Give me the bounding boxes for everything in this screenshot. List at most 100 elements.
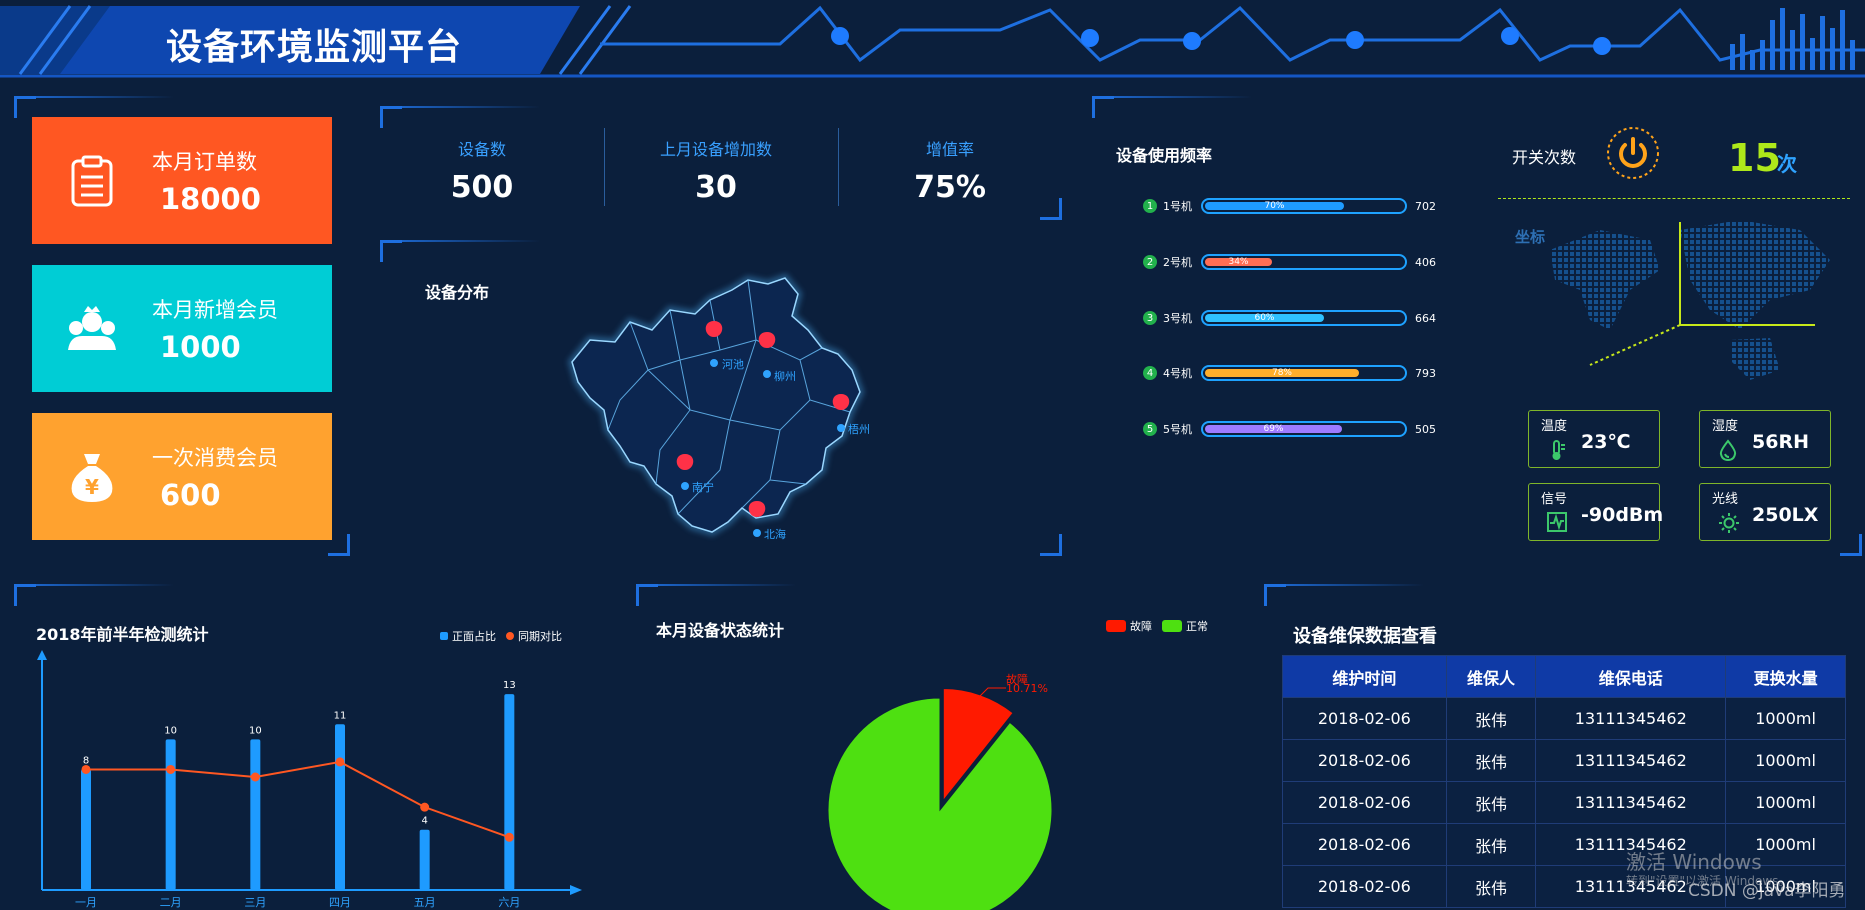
table-cell: 1000ml — [1725, 865, 1846, 908]
line-point — [504, 832, 514, 842]
usage-index: 3 — [1143, 311, 1157, 325]
switch-count-value: 15 — [1728, 136, 1781, 180]
kpi-value: 1000 — [160, 329, 241, 364]
windows-activation-subtext: 转到"设置"以激活 Windows。 — [1626, 874, 1791, 888]
table-cell: 1000ml — [1725, 697, 1846, 740]
bar-value-label: 10 — [249, 725, 262, 736]
stat-label: 上月设备增加数 — [659, 140, 772, 159]
table-row[interactable]: 2018-02-06 张伟 13111345462 1000ml — [1282, 739, 1846, 782]
line-point — [420, 802, 430, 812]
bar-chart-legend: 正面占比 同期对比 — [440, 628, 562, 644]
sensor-value: 56RH — [1752, 431, 1809, 453]
csdn-watermark: CSDN @java李阳勇 — [1688, 881, 1846, 901]
legend-swatch-normal — [1162, 620, 1182, 632]
stat-label: 设备数 — [457, 140, 506, 159]
legend-item-line: 同期对比 — [518, 630, 562, 643]
stat-value: 75% — [914, 170, 986, 205]
kpi-panel-frame — [14, 96, 350, 556]
svg-text:¥: ¥ — [85, 475, 99, 499]
sensor-value: 250LX — [1752, 504, 1819, 526]
table-cell: 1000ml — [1725, 823, 1846, 866]
table-cell: 13111345462 — [1535, 739, 1727, 782]
bar-value-label: 13 — [503, 680, 516, 691]
usage-machine-name: 3号机 — [1163, 312, 1192, 325]
usage-progress-fill: 69% — [1205, 425, 1342, 434]
usage-progress-fill: 70% — [1205, 202, 1344, 211]
sensor-value: 23℃ — [1581, 431, 1631, 453]
bar-line-chart: 8 一月 10 二月 10 三月 11 四月 4 五月 13 六月 — [37, 650, 582, 909]
table-cell: 13111345462 — [1535, 823, 1727, 866]
stat-growth-rate: 增值率 75% — [840, 136, 1060, 205]
bar-value-label: 10 — [164, 725, 177, 736]
sensor-humidity: 湿度 56RH — [1699, 410, 1831, 468]
sensor-signal: 信号 -90dBm — [1528, 483, 1663, 541]
usage-index: 4 — [1143, 366, 1157, 380]
table-row[interactable]: 2018-02-06 张伟 13111345462 1000ml — [1282, 697, 1846, 740]
usage-progress-track: 70% — [1201, 198, 1407, 214]
usage-machine-name: 5号机 — [1163, 423, 1192, 436]
table-cell: 2018-02-06 — [1282, 823, 1447, 866]
table-cell: 张伟 — [1445, 823, 1537, 866]
usage-index: 2 — [1143, 255, 1157, 269]
page-title: 设备环境监测平台 — [166, 27, 463, 68]
pie-chart — [827, 688, 1053, 910]
bar — [335, 724, 345, 890]
kpi-label: 本月订单数 — [152, 149, 257, 174]
bar-value-label: 4 — [421, 816, 427, 827]
usage-row: 3 3号机 60% 664 — [1143, 308, 1443, 328]
table-cell: 2018-02-06 — [1282, 697, 1447, 740]
y-axis-arrow — [37, 650, 47, 660]
usage-count: 702 — [1415, 199, 1436, 213]
kpi-card-one-time-members[interactable]: ¥ 一次消费会员 600 — [32, 413, 332, 540]
table-cell: 2018-02-06 — [1282, 781, 1447, 824]
kpi-card-orders[interactable]: 本月订单数 18000 — [32, 117, 332, 244]
usage-progress-fill: 78% — [1205, 369, 1359, 378]
map-title: 设备分布 — [425, 283, 490, 302]
usage-count: 793 — [1415, 366, 1436, 380]
pie-label-leader — [971, 687, 1006, 705]
usage-row: 2 2号机 34% 406 — [1143, 252, 1443, 272]
kpi-label: 本月新增会员 — [152, 297, 278, 322]
thermometer-icon — [1552, 440, 1565, 460]
table-header-row: 维护时间 维保人 维保电话 更换水量 — [1282, 655, 1846, 698]
x-tick-label: 一月 — [75, 896, 97, 909]
map-city-label: 河池 — [722, 358, 744, 371]
table-body: 2018-02-06 张伟 13111345462 1000ml 2018-02-06 张… — [1282, 697, 1846, 908]
kpi-label: 一次消费会员 — [152, 445, 278, 470]
map-city-label: 北海 — [764, 528, 786, 541]
kpi-card-new-members[interactable]: 本月新增会员 1000 — [32, 265, 332, 392]
line-point — [335, 757, 345, 767]
map-city-label: 南宁 — [692, 481, 714, 494]
column-header[interactable]: 维保人 — [1445, 655, 1537, 698]
sun-icon — [1719, 513, 1739, 533]
legend-item-fault: 故障 — [1130, 620, 1152, 633]
pie-chart-frame — [636, 584, 1232, 910]
power-icon[interactable] — [1606, 126, 1660, 180]
table-cell: 1000ml — [1725, 739, 1846, 782]
usage-progress-track: 60% — [1201, 310, 1407, 326]
column-header[interactable]: 更换水量 — [1725, 655, 1846, 698]
sensor-label: 光线 — [1712, 492, 1739, 507]
sensor-temperature: 温度 23℃ — [1528, 410, 1660, 468]
pie-fault-percent: 10.71% — [1006, 682, 1048, 695]
pie-slice-fault — [942, 688, 1014, 802]
table-row[interactable]: 2018-02-06 张伟 13111345462 1000ml — [1282, 781, 1846, 824]
bar-chart-frame — [14, 584, 604, 910]
bar — [81, 769, 91, 890]
switch-count-unit: 次 — [1777, 152, 1797, 176]
table-row[interactable]: 2018-02-06 张伟 13111345462 1000ml — [1282, 823, 1846, 866]
humidity-drop-icon — [1719, 439, 1737, 461]
sensor-label: 信号 — [1541, 492, 1568, 507]
usage-progress-track: 78% — [1201, 365, 1407, 381]
usage-count: 664 — [1415, 311, 1436, 325]
table-cell: 1000ml — [1725, 781, 1846, 824]
usage-progress-fill: 34% — [1205, 258, 1272, 267]
usage-machine-name: 4号机 — [1163, 367, 1192, 380]
table-row[interactable]: 2018-02-06 张伟 13111345462 1000ml — [1282, 865, 1846, 908]
column-header[interactable]: 维护时间 — [1282, 655, 1447, 698]
bar — [165, 739, 176, 890]
column-header[interactable]: 维保电话 — [1535, 655, 1727, 698]
world-map-graphic — [1550, 220, 1830, 380]
legend-swatch-fault — [1106, 620, 1126, 632]
table-cell: 张伟 — [1445, 865, 1537, 908]
